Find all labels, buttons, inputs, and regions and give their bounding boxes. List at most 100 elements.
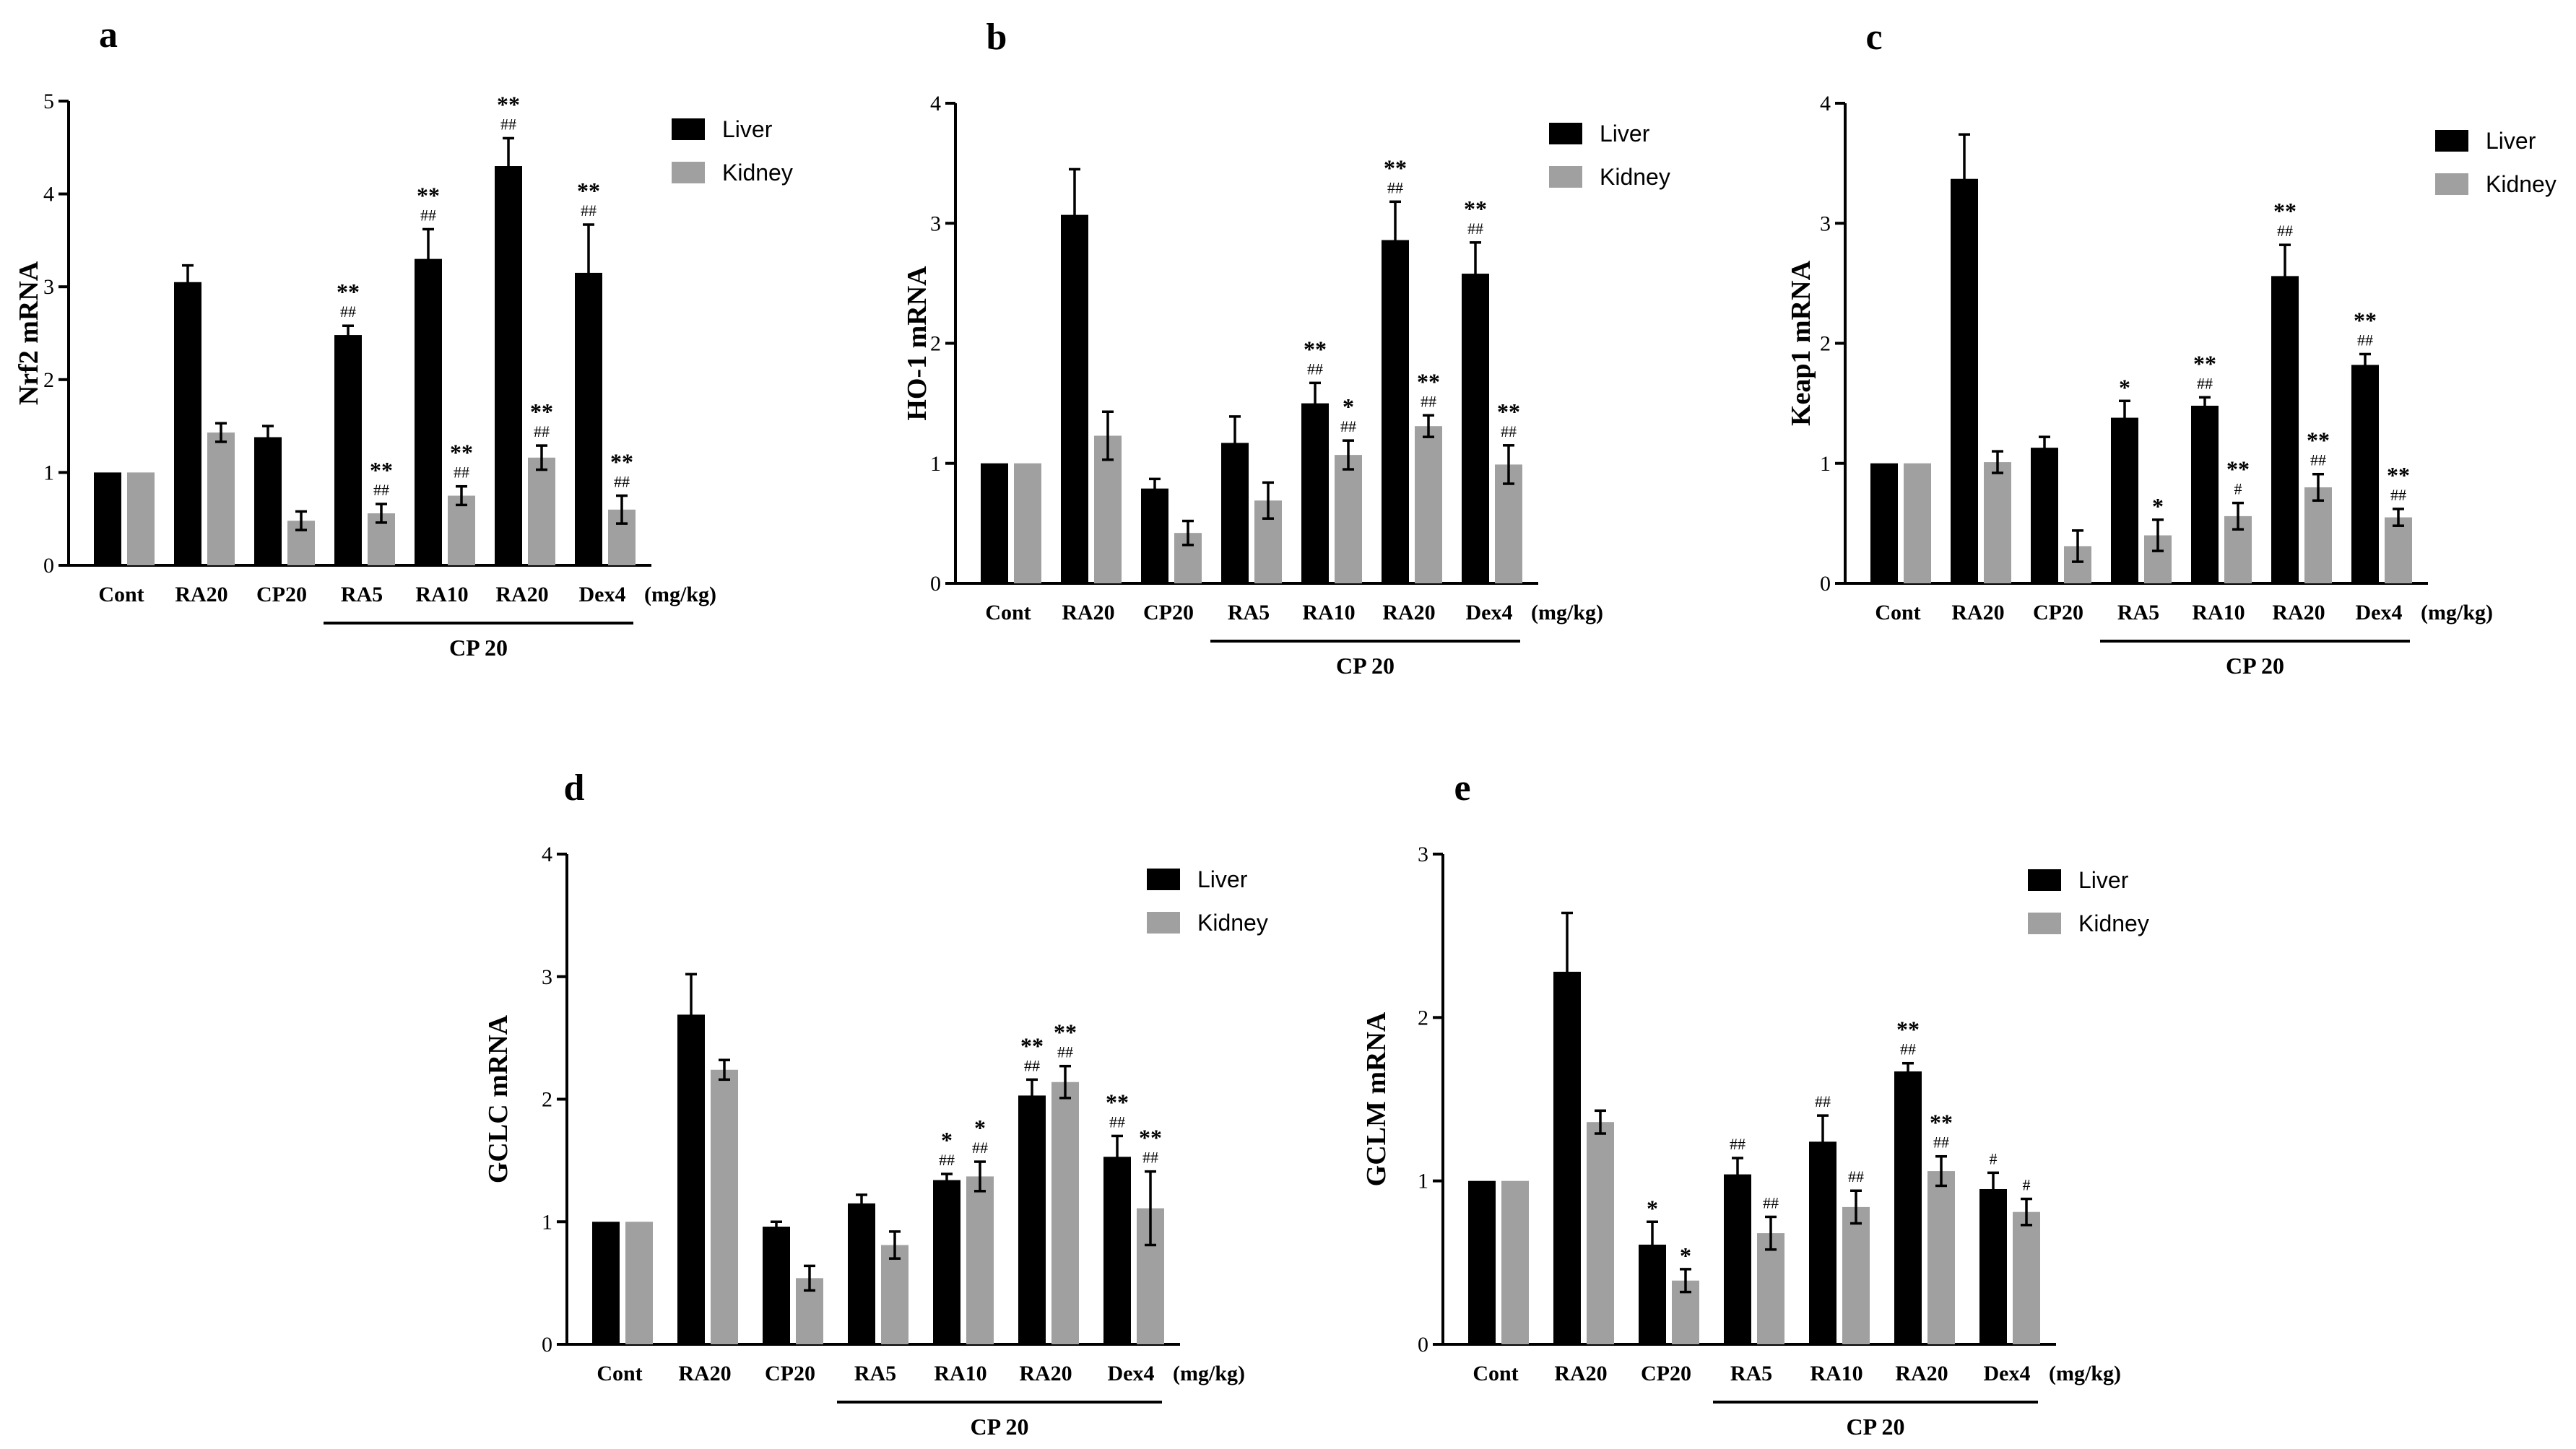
- x-tick-label: Dex4: [579, 583, 626, 606]
- x-tick-label: Cont: [98, 583, 144, 606]
- bar-liver: [495, 166, 522, 565]
- y-tick-label: 2: [43, 368, 54, 392]
- bar-liver: [2191, 405, 2219, 583]
- x-tick-label: RA20: [678, 1362, 731, 1385]
- x-tick-label: Dex4: [1466, 601, 1513, 625]
- legend-label-kidney: Kidney: [2486, 171, 2557, 197]
- y-tick-label: 1: [43, 461, 54, 484]
- significance-star: **: [450, 440, 473, 466]
- significance-hash: ##: [2390, 486, 2406, 504]
- panel-b: b 0 1 2 3 4 HO-1 mRNA Cont RA20 CP20 RA5 RA10 RA20 De…: [902, 17, 1670, 679]
- panel-letter: a: [99, 14, 118, 56]
- significance-star: **: [2226, 456, 2250, 482]
- y-axis-label: Nrf2 mRNA: [14, 261, 44, 405]
- legend: Liver Kidney: [672, 116, 793, 186]
- panel-e: e 0 1 2 3 GCLM mRNA Cont RA20 CP20 RA5 RA10 RA20 Dex…: [1361, 767, 2149, 1440]
- bar-kidney: [1051, 1082, 1079, 1344]
- bar-kidney: [881, 1245, 908, 1344]
- x-tick-label: CP20: [256, 583, 307, 606]
- legend: Liver Kidney: [2435, 128, 2557, 197]
- significance-star: **: [2387, 462, 2410, 488]
- legend-label-liver: Liver: [1600, 121, 1650, 147]
- legend-label-liver: Liver: [2486, 128, 2536, 154]
- bar-liver: [1382, 240, 1409, 583]
- y-tick-label: 3: [43, 275, 54, 299]
- significance-hash: ##: [1307, 360, 1323, 378]
- bar-liver: [1018, 1095, 1046, 1344]
- bar-liver: [677, 1014, 705, 1344]
- significance-star: **: [1417, 368, 1440, 394]
- significance-hash: ##: [340, 303, 356, 321]
- x-tick-label: RA20: [1019, 1362, 1072, 1385]
- bar-kidney: [207, 432, 235, 565]
- significance-hash: ##: [500, 115, 516, 133]
- bar-kidney: [1757, 1233, 1784, 1344]
- significance-star: **: [417, 182, 440, 208]
- legend-swatch-liver: [1549, 123, 1582, 144]
- bar-liver: [415, 258, 442, 565]
- bar-liver: [334, 335, 362, 565]
- legend-swatch-liver: [672, 118, 705, 140]
- bar-liver: [1301, 403, 1329, 583]
- significance-star: **: [1304, 336, 1327, 362]
- panel-d: d 0 1 2 3 4 GCLC mRNA Cont RA20 CP20 RA5 RA10 RA20 De…: [483, 767, 1268, 1440]
- significance-star: **: [2273, 198, 2297, 224]
- x-tick-label: RA20: [1554, 1362, 1607, 1385]
- significance-hash: ##: [581, 201, 597, 219]
- bar-liver: [2031, 448, 2058, 583]
- significance-hash: ##: [1024, 1056, 1040, 1074]
- group-label: CP 20: [449, 635, 508, 661]
- panel-letter: b: [986, 17, 1007, 58]
- legend-swatch-kidney: [1147, 912, 1180, 934]
- significance-star: **: [1020, 1032, 1044, 1058]
- significance-hash: ##: [2310, 451, 2326, 469]
- panel-a: a 0 1 2 3 4 5 Nrf2 mRNA Cont RA20 CP20 RA5 RA10 RA20 D…: [14, 14, 793, 661]
- x-tick-label: RA20: [175, 583, 227, 606]
- significance-hash: ##: [534, 422, 550, 440]
- significance-hash: #: [2023, 1176, 2031, 1194]
- x-tick-label: RA20: [495, 583, 548, 606]
- y-tick-label: 3: [542, 965, 552, 989]
- bar-liver: [1141, 488, 1168, 583]
- bar-kidney: [1587, 1122, 1614, 1344]
- bar-liver: [1553, 971, 1581, 1344]
- y-axis-label: Keap1 mRNA: [1786, 260, 1816, 426]
- y-tick-label: 3: [1820, 212, 1831, 235]
- y-tick-label: 1: [1418, 1170, 1428, 1193]
- significance-hash: ##: [1848, 1167, 1864, 1185]
- unit-label: (mg/kg): [2049, 1362, 2121, 1385]
- significance-star: *: [1343, 393, 1354, 419]
- x-tick-label: RA10: [2192, 601, 2245, 625]
- bar-liver: [1809, 1141, 1836, 1344]
- significance-star: **: [497, 91, 520, 117]
- significance-hash: ##: [454, 464, 469, 482]
- x-tick-label: RA5: [2117, 601, 2159, 625]
- bar-liver: [1894, 1071, 1922, 1344]
- unit-label: (mg/kg): [1531, 601, 1603, 625]
- x-tick-label: CP20: [2033, 601, 2083, 625]
- significance-star: *: [1647, 1195, 1658, 1221]
- y-axis-label: HO-1 mRNA: [902, 266, 932, 421]
- bar-liver: [1103, 1157, 1131, 1344]
- bar-liver: [848, 1203, 875, 1344]
- bar-kidney: [2385, 517, 2412, 583]
- significance-hash: ##: [2197, 374, 2213, 392]
- y-tick-label: 4: [43, 183, 54, 206]
- bar-kidney: [2013, 1211, 2040, 1344]
- significance-star: **: [1106, 1089, 1129, 1115]
- legend-swatch-liver: [2028, 869, 2061, 891]
- x-tick-label: CP20: [1641, 1362, 1691, 1385]
- panel-c: c 0 1 2 3 4 Keap1 mRNA Cont RA20 CP20 RA5 RA10 RA20 D…: [1786, 17, 2557, 679]
- unit-label: (mg/kg): [1173, 1362, 1245, 1385]
- significance-star: **: [1930, 1110, 1953, 1136]
- legend-swatch-liver: [2435, 130, 2468, 152]
- panel-letter: c: [1865, 17, 1882, 58]
- significance-star: *: [941, 1127, 953, 1153]
- bar-liver: [1724, 1174, 1751, 1344]
- significance-star: **: [577, 178, 600, 204]
- y-tick-label: 4: [930, 92, 941, 116]
- bar-liver: [2111, 417, 2138, 583]
- y-tick-label: 1: [1820, 452, 1831, 476]
- bar-kidney: [127, 472, 155, 565]
- significance-star: *: [2119, 374, 2130, 400]
